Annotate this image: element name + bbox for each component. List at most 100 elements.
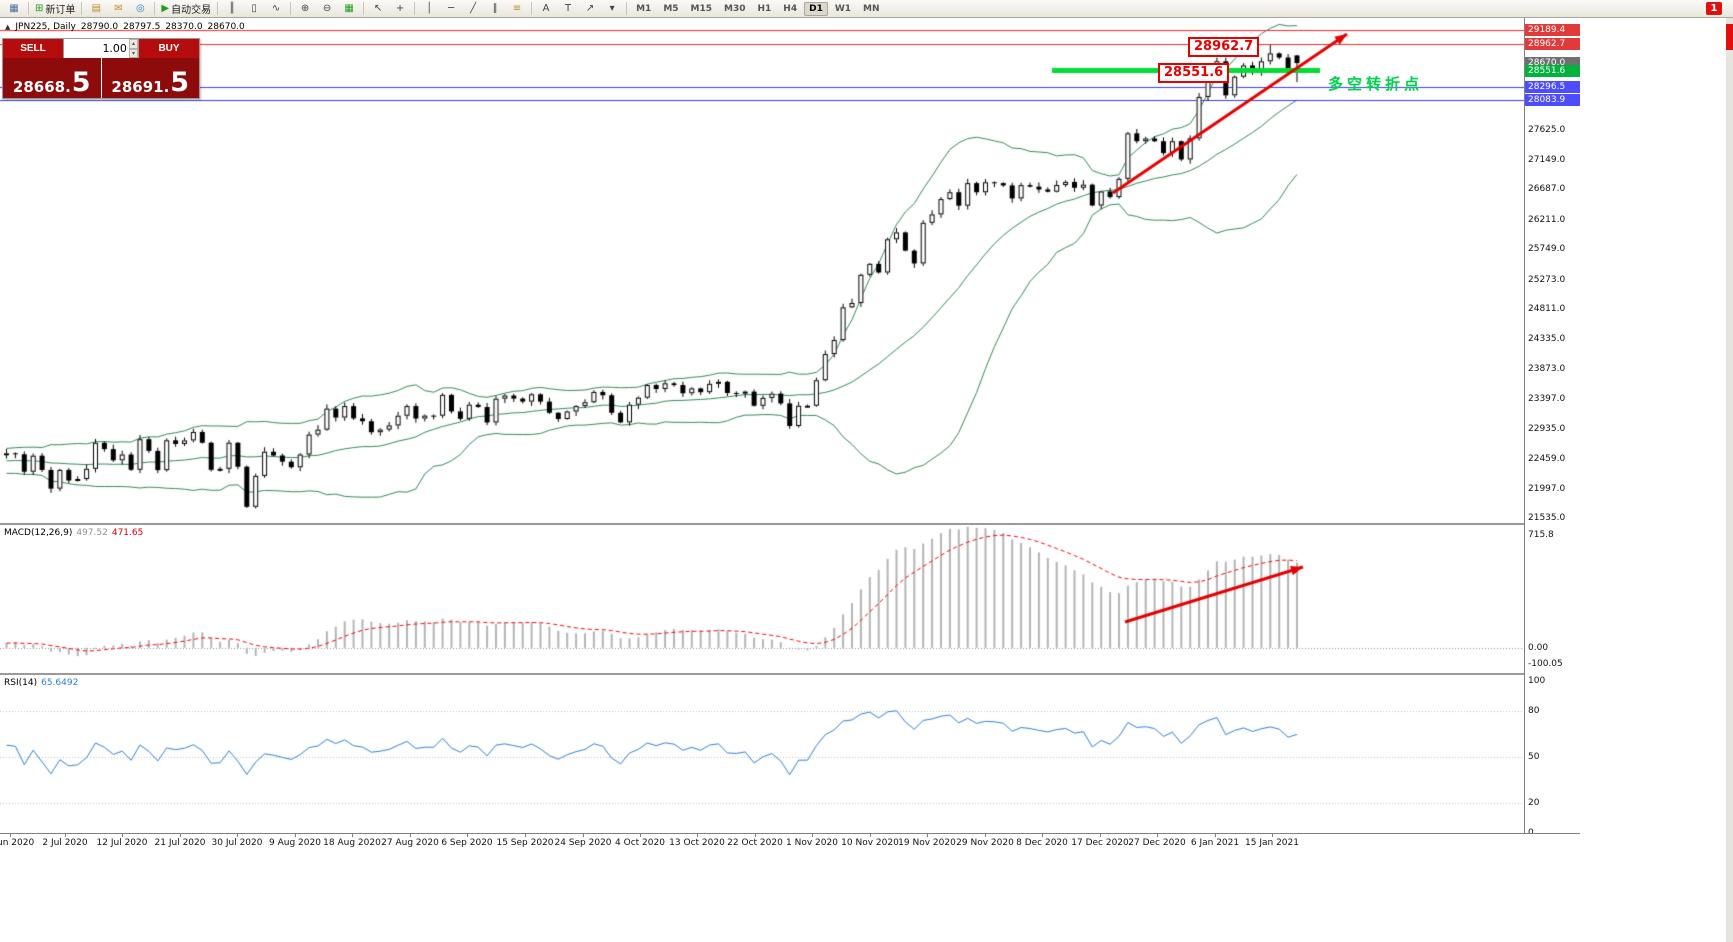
rsi-axis-label: 50 [1528,752,1540,762]
line-chart-icon-glyph: ∿ [271,3,281,14]
timeframe-m1[interactable]: M1 [636,3,652,14]
toolbar-separator [626,2,628,15]
toolbar-separator [81,2,83,15]
sell-button[interactable]: SELL [3,39,63,58]
sell-price-big: 5 [71,67,91,99]
arrows-tool-icon[interactable]: ↗ [579,0,601,17]
timeframe-m30[interactable]: M30 [724,3,746,14]
indicators-icon[interactable]: ▦ [338,0,360,17]
stepper-down-icon[interactable]: ▾ [128,48,138,58]
date-label: 8 Dec 2020 [1016,838,1068,848]
price-axis-tag: 28551.6 [1525,64,1580,77]
scripts-icon[interactable]: ◎ [129,0,151,17]
buy-price[interactable]: 28691. 5 [101,58,199,98]
zoom-out-icon-glyph: ⊖ [322,3,332,14]
stepper-up-icon[interactable]: ▴ [128,39,138,49]
horizontal-line-icon[interactable]: ─ [440,0,462,17]
date-tick [352,834,353,837]
ohlc-high: 28797.5 [123,22,161,32]
timeframe-m15[interactable]: M15 [690,3,713,14]
bars-chart-icon[interactable]: ║ [221,0,243,17]
resistance-price-box[interactable]: 28962.7 [1188,37,1260,57]
fibonacci-icon[interactable]: ≡ [506,0,528,17]
date-label: 27 Dec 2020 [1128,838,1186,848]
volume-input[interactable] [64,39,129,58]
rsi-canvas[interactable] [0,675,1524,833]
date-label: 10 Nov 2020 [841,838,899,848]
arrows-tool-icon-glyph: ↗ [585,3,595,14]
rsi-axis-label: 100 [1528,676,1546,686]
timeframe-w1[interactable]: W1 [834,3,852,14]
price-axis-label: 27149.0 [1528,155,1566,166]
zoom-out-icon[interactable]: ⊖ [316,0,338,17]
price-axis-label: 24335.0 [1528,334,1566,345]
rsi-name: RSI(14) [4,678,38,688]
line-chart-icon[interactable]: ∿ [265,0,287,17]
channel-icon[interactable]: ∥ [484,0,506,17]
date-label: 17 Dec 2020 [1071,838,1129,848]
macd-indicator-label: MACD(12,26,9) 497.52 471.65 [4,528,143,538]
timeframe-h1[interactable]: H1 [757,3,772,14]
date-label: 4 Oct 2020 [615,838,665,848]
zoom-in-icon-glyph: ⊕ [300,3,310,14]
date-tick [583,834,584,837]
new-order-button[interactable]: ⊞ 新订单 [32,0,78,17]
rsi-value: 65.6492 [41,678,79,688]
toolbar-separator [28,2,29,15]
date-tick [1215,834,1216,837]
price-axis-label: 27625.0 [1528,124,1566,135]
text-icon[interactable]: A [535,0,557,17]
date-tick [122,834,123,837]
date-label: 6 Jan 2021 [1190,838,1240,848]
date-tick [180,834,181,837]
zoom-in-icon[interactable]: ⊕ [294,0,316,17]
new-order-button-label: 新订单 [45,5,76,16]
trendline-icon[interactable]: ╱ [462,0,484,17]
macd-canvas[interactable] [0,525,1524,673]
alerts-icon-glyph: ✉ [114,3,123,14]
timeframe-d1[interactable]: D1 [804,1,828,16]
pane-separator[interactable] [0,673,1580,675]
rsi-indicator-label: RSI(14) 65.6492 [4,678,78,688]
turning-point-text[interactable]: 多空转折点 [1328,75,1424,93]
date-label: 12 Jul 2020 [96,838,148,848]
profiles-icon[interactable]: ▤ [85,0,107,17]
buy-button[interactable]: BUY [139,39,199,58]
toolbar-separator [531,2,533,15]
ohlc-low: 28370.0 [165,22,203,32]
ohlc-open: 28790.0 [80,22,119,32]
autotrading-button-glyph: ▶ [161,3,170,14]
main-chart-canvas[interactable] [0,18,1524,523]
date-label: 30 Jul 2020 [211,838,263,848]
scripts-icon-glyph: ◎ [136,3,145,14]
new-order-button-glyph: ⊞ [35,3,44,14]
date-label: 19 Nov 2020 [898,838,956,848]
date-tick [1100,834,1101,837]
autotrading-button[interactable]: ▶ 自动交易 [158,0,214,17]
price-axis[interactable]: 27625.0 27149.0 26687.0 26211.0 25749.0 25273… [1524,18,1580,838]
one-click-collapse-icon[interactable]: ▲ [5,23,11,31]
price-axis-label: 21535.0 [1528,512,1566,523]
text-icon-glyph: A [542,3,550,14]
candles-chart-icon[interactable]: ▯ [243,0,265,17]
timeframe-h4[interactable]: H4 [783,3,798,14]
timeframe-m5[interactable]: M5 [663,3,679,14]
crosshair-icon[interactable]: + [389,0,411,17]
support-price-box[interactable]: 28551.6 [1158,63,1230,83]
charts-icon[interactable]: ▦ [3,0,25,17]
sell-price[interactable]: 28668. 5 [3,58,101,98]
label-icon[interactable]: T [557,0,579,17]
right-scroll-strip[interactable] [1726,18,1733,942]
dropdown-caret-icon[interactable]: ▾ [601,0,623,17]
date-label: 21 Jul 2020 [154,838,206,848]
buy-price-main: 28691. [111,77,170,96]
notification-badge[interactable]: 1 [1706,2,1722,15]
date-tick [812,834,813,837]
date-axis[interactable]: 3 Jun 2020 2 Jul 2020 12 Jul 2020 21 Jul 20… [0,833,1580,852]
vertical-line-icon[interactable]: │ [418,0,440,17]
cursor-icon[interactable]: ↖ [367,0,389,17]
date-tick [697,834,698,837]
pane-separator[interactable] [0,523,1580,525]
timeframe-mn[interactable]: MN [863,3,880,14]
alerts-icon[interactable]: ✉ [107,0,129,17]
